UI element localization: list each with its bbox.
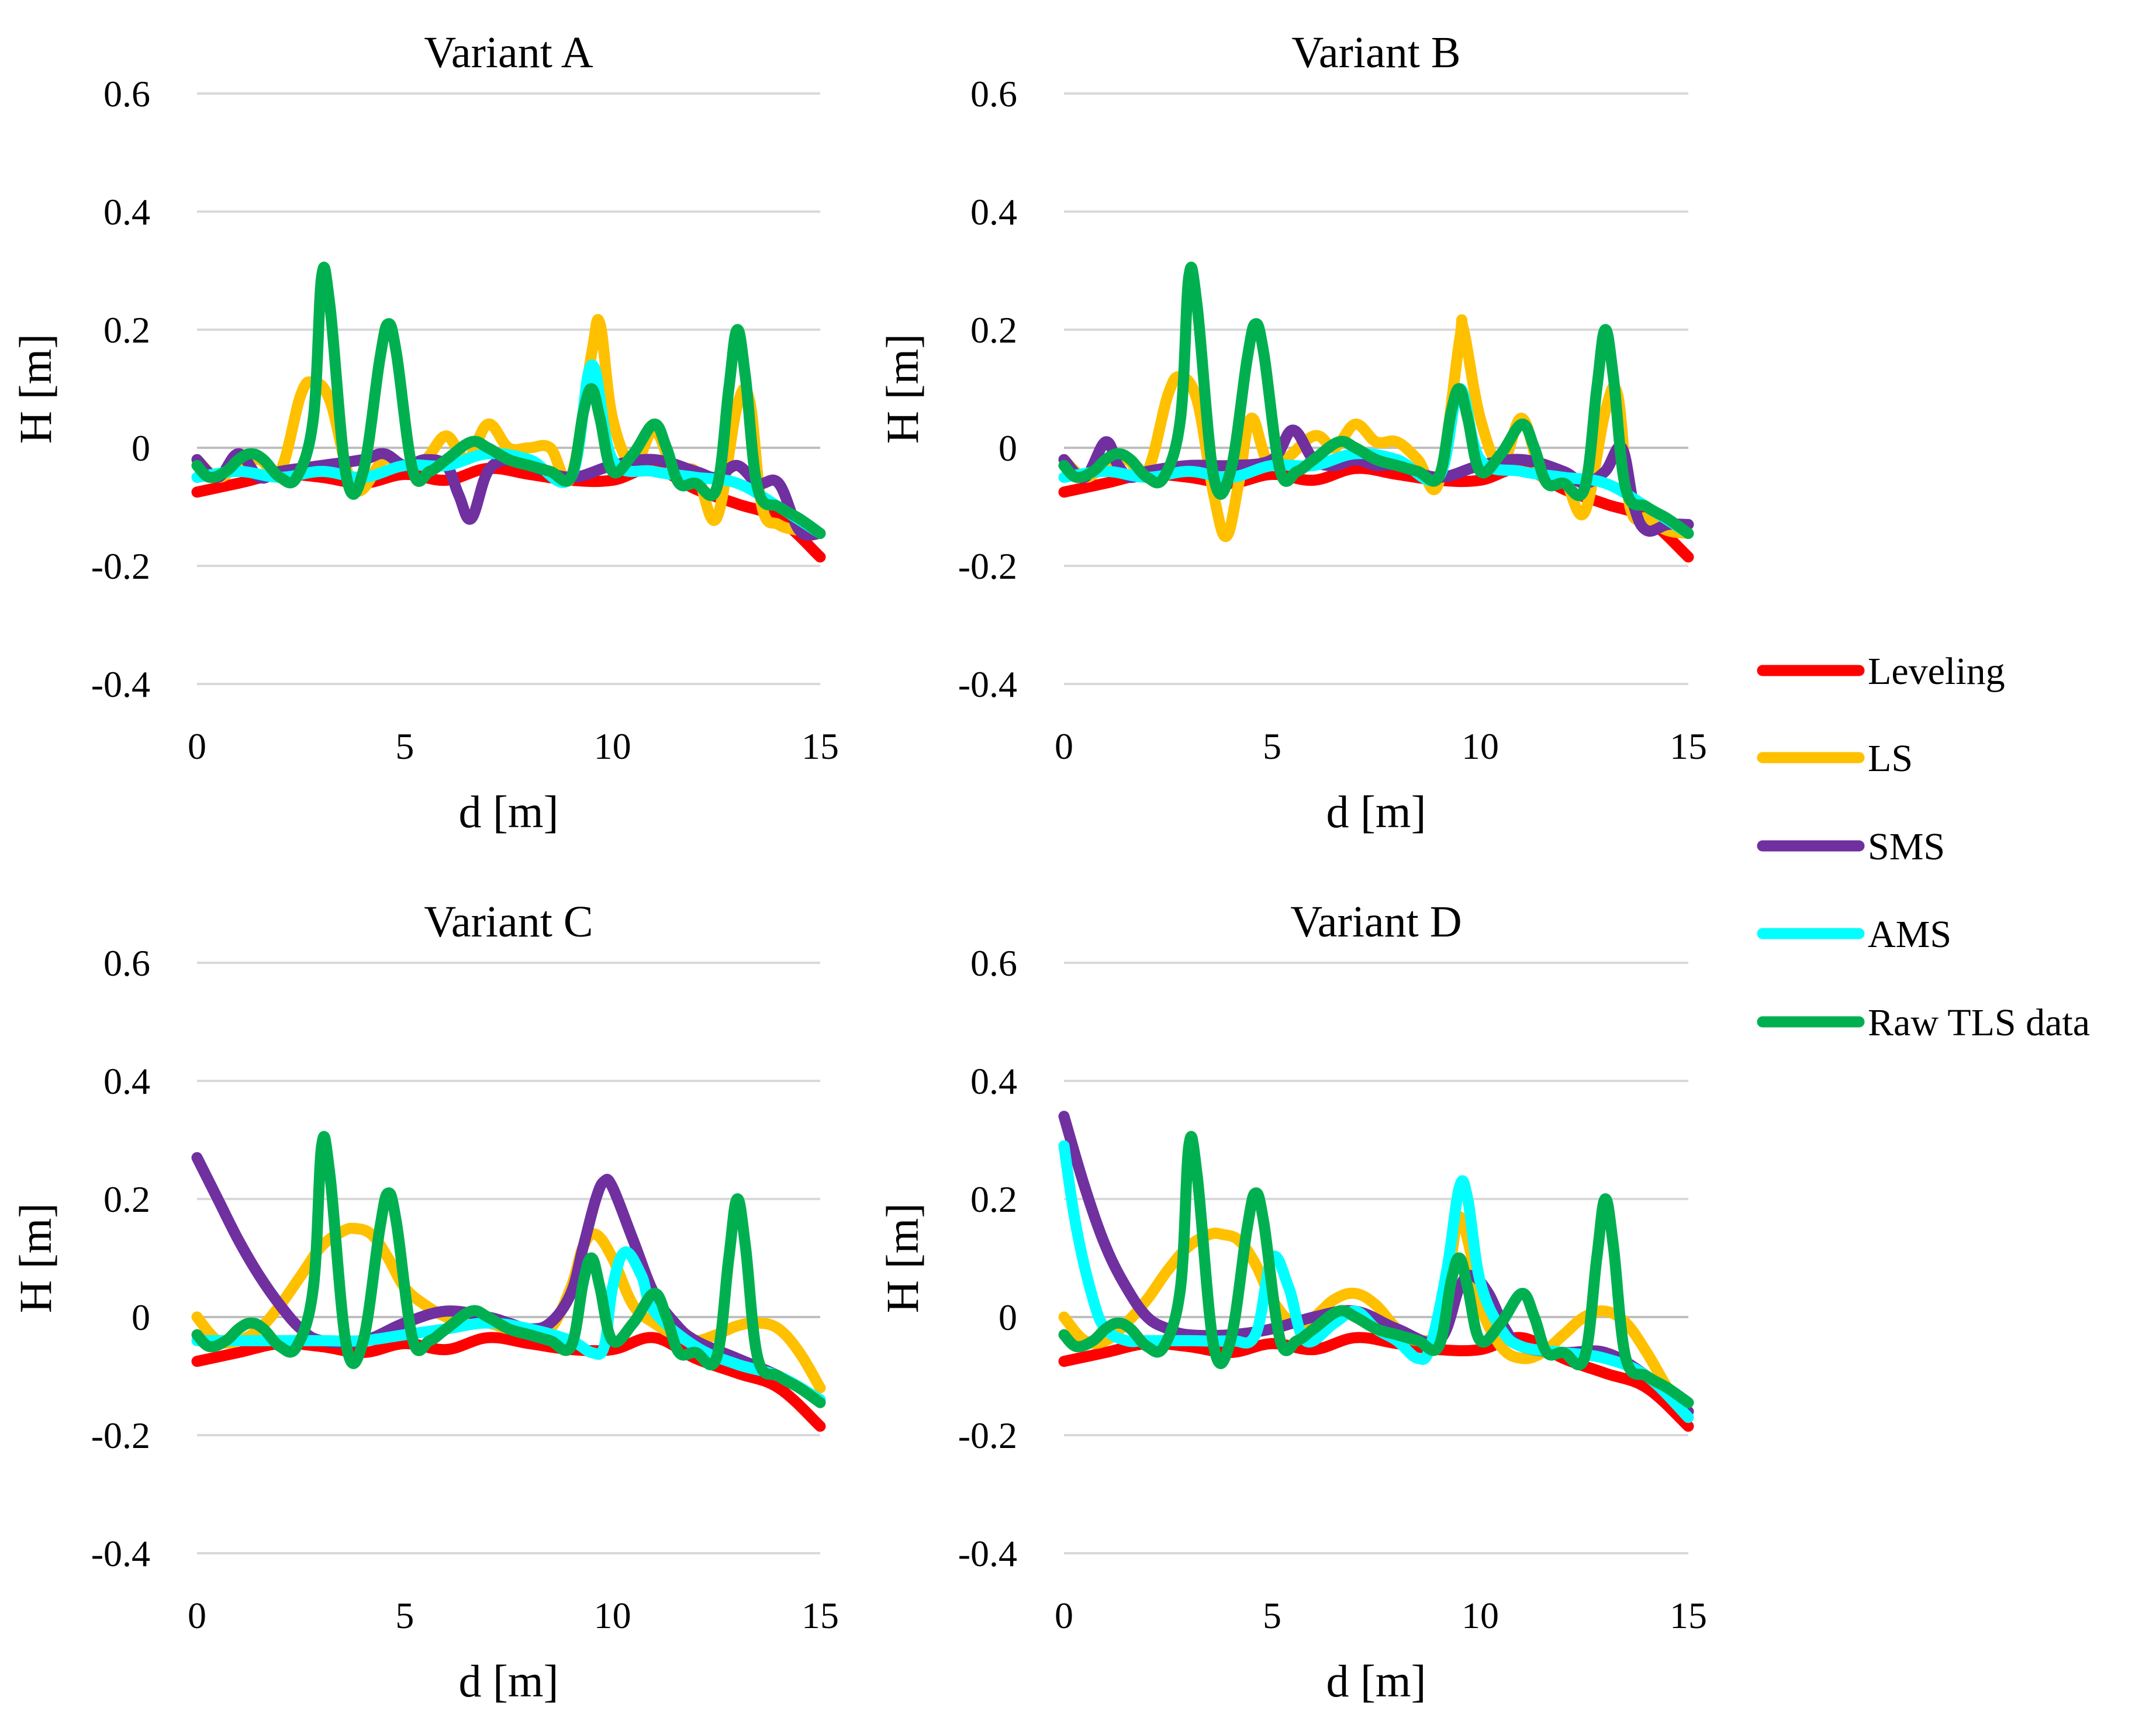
x-axis-label: d [m] (458, 786, 558, 837)
y-axis-label: H [m] (10, 1203, 61, 1313)
series-line-sms (191, 1152, 826, 1405)
y-tick-label: 0.2 (970, 309, 1017, 351)
y-tick-label: 0.4 (103, 191, 150, 233)
x-tick-label: 15 (801, 1595, 839, 1636)
series-line-raw-tls-data (191, 261, 826, 539)
x-tick-label: 10 (1461, 725, 1499, 767)
chart-title: Variant D (1290, 897, 1461, 946)
y-tick-label: 0 (132, 1297, 150, 1338)
x-tick-label: 10 (1461, 1595, 1499, 1636)
chart-variant-a: Variant A 0.6 0.4 0.2 0 -0.2 -0.4 0 5 10 15 d [m] H … (10, 28, 839, 837)
y-tick-label: 0.4 (970, 1060, 1017, 1102)
y-tick-label: -0.2 (958, 545, 1017, 587)
legend: Leveling LS SMS AMS Raw TLS data (1757, 650, 2090, 1044)
y-tick-label: 0 (998, 427, 1017, 469)
x-tick-label: 5 (395, 1595, 414, 1636)
series-line-ams (191, 1246, 826, 1405)
chart-panels: Variant A 0.6 0.4 0.2 0 -0.2 -0.4 0 5 10 15 d [m] H … (10, 28, 1707, 1706)
x-axis-label: d [m] (1326, 1656, 1426, 1706)
series-line-raw-tls-data (1058, 1131, 1694, 1408)
legend-label-sms: SMS (1868, 825, 1945, 868)
y-tick-label: 0 (998, 1297, 1017, 1338)
x-tick-label: 0 (1055, 725, 1073, 767)
chart-variant-c: Variant C 0.6 0.4 0.2 0 -0.2 -0.4 0 5 10 15 d [m] H … (10, 897, 839, 1706)
y-tick-label: 0.4 (970, 191, 1017, 233)
chart-title: Variant C (424, 897, 593, 946)
y-tick-label: 0.6 (103, 73, 150, 115)
x-tick-label: 5 (1263, 725, 1281, 767)
y-tick-label: 0.6 (970, 942, 1017, 984)
x-tick-label: 10 (594, 1595, 631, 1636)
x-tick-label: 15 (1670, 725, 1707, 767)
y-tick-label: 0.2 (103, 1179, 150, 1220)
y-tick-label: 0.2 (103, 309, 150, 351)
y-tick-label: -0.2 (91, 1415, 150, 1456)
legend-label-ls: LS (1868, 737, 1913, 780)
y-axis-label: H [m] (877, 1203, 928, 1313)
legend-label-ams: AMS (1868, 913, 1951, 956)
x-tick-label: 0 (188, 1595, 206, 1636)
y-tick-label: 0.2 (970, 1179, 1017, 1220)
chart-variant-d: Variant D 0.6 0.4 0.2 0 -0.2 -0.4 0 5 10 15 d [m] H … (877, 897, 1707, 1706)
x-axis-label: d [m] (458, 1656, 558, 1706)
y-axis-label: H [m] (877, 334, 928, 444)
y-tick-label: 0.4 (103, 1060, 150, 1102)
series-line-raw-tls-data (191, 1131, 826, 1408)
y-tick-label: -0.4 (958, 1533, 1017, 1574)
legend-label-raw-tls-data: Raw TLS data (1868, 1001, 2090, 1044)
y-tick-label: -0.4 (91, 1533, 150, 1574)
x-tick-label: 5 (1263, 1595, 1281, 1636)
y-tick-label: 0.6 (103, 942, 150, 984)
chart-title: Variant B (1291, 28, 1460, 77)
y-tick-label: 0.6 (970, 73, 1017, 115)
chart-title: Variant A (424, 28, 593, 77)
y-tick-label: -0.4 (958, 663, 1017, 705)
y-tick-label: -0.2 (91, 545, 150, 587)
x-tick-label: 0 (1055, 1595, 1073, 1636)
y-tick-label: -0.4 (91, 663, 150, 705)
y-axis-label: H [m] (10, 334, 61, 444)
x-tick-label: 5 (395, 725, 414, 767)
series-line-raw-tls-data (1058, 261, 1694, 539)
x-tick-label: 15 (801, 725, 839, 767)
legend-label-leveling: Leveling (1868, 650, 2005, 693)
x-tick-label: 0 (188, 725, 206, 767)
x-tick-label: 15 (1670, 1595, 1707, 1636)
series-line-sms (191, 448, 826, 541)
x-axis-label: d [m] (1326, 786, 1426, 837)
chart-variant-b: Variant B 0.6 0.4 0.2 0 -0.2 -0.4 0 5 10 15 d [m] H … (877, 28, 1707, 837)
x-tick-label: 10 (594, 725, 631, 767)
y-tick-label: 0 (132, 427, 150, 469)
y-tick-label: -0.2 (958, 1415, 1017, 1456)
